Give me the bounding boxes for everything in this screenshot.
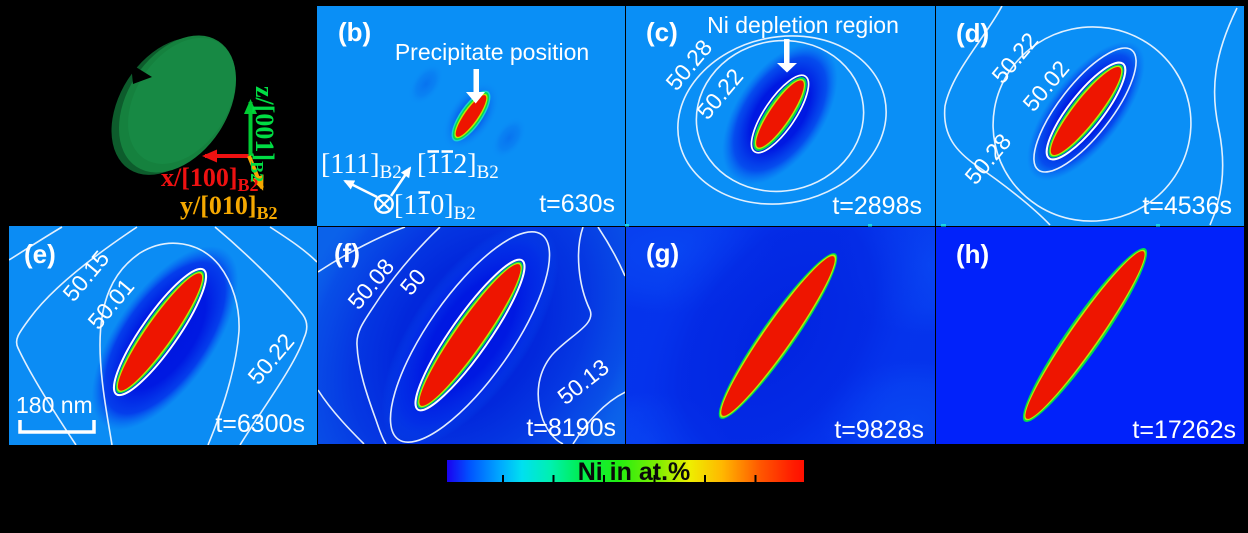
svg-text:t=2898s: t=2898s xyxy=(832,192,922,220)
svg-text:t=17262s: t=17262s xyxy=(1132,416,1236,444)
svg-text:z/[001]B2: z/[001]B2 xyxy=(247,86,279,182)
svg-text:180 nm: 180 nm xyxy=(16,392,93,418)
svg-text:y/[010]B2: y/[010]B2 xyxy=(180,191,278,223)
svg-text:Precipitate position: Precipitate position xyxy=(395,39,589,65)
svg-text:(b): (b) xyxy=(338,17,371,47)
svg-text:(c): (c) xyxy=(646,17,678,47)
svg-text:t=6300s: t=6300s xyxy=(215,410,305,438)
svg-text:t=8190s: t=8190s xyxy=(526,414,616,442)
svg-text:(f): (f) xyxy=(334,238,360,268)
svg-text:(h): (h) xyxy=(956,239,989,269)
svg-text:t=630s: t=630s xyxy=(539,190,615,218)
svg-text:Ni depletion region: Ni depletion region xyxy=(707,12,899,38)
svg-text:t=4536s: t=4536s xyxy=(1142,192,1232,220)
svg-text:t=9828s: t=9828s xyxy=(834,416,924,444)
svg-text:(d): (d) xyxy=(956,18,989,48)
svg-text:(g): (g) xyxy=(646,238,679,268)
svg-text:Ni in at.%: Ni in at.% xyxy=(578,458,691,486)
svg-text:(e): (e) xyxy=(24,239,56,269)
